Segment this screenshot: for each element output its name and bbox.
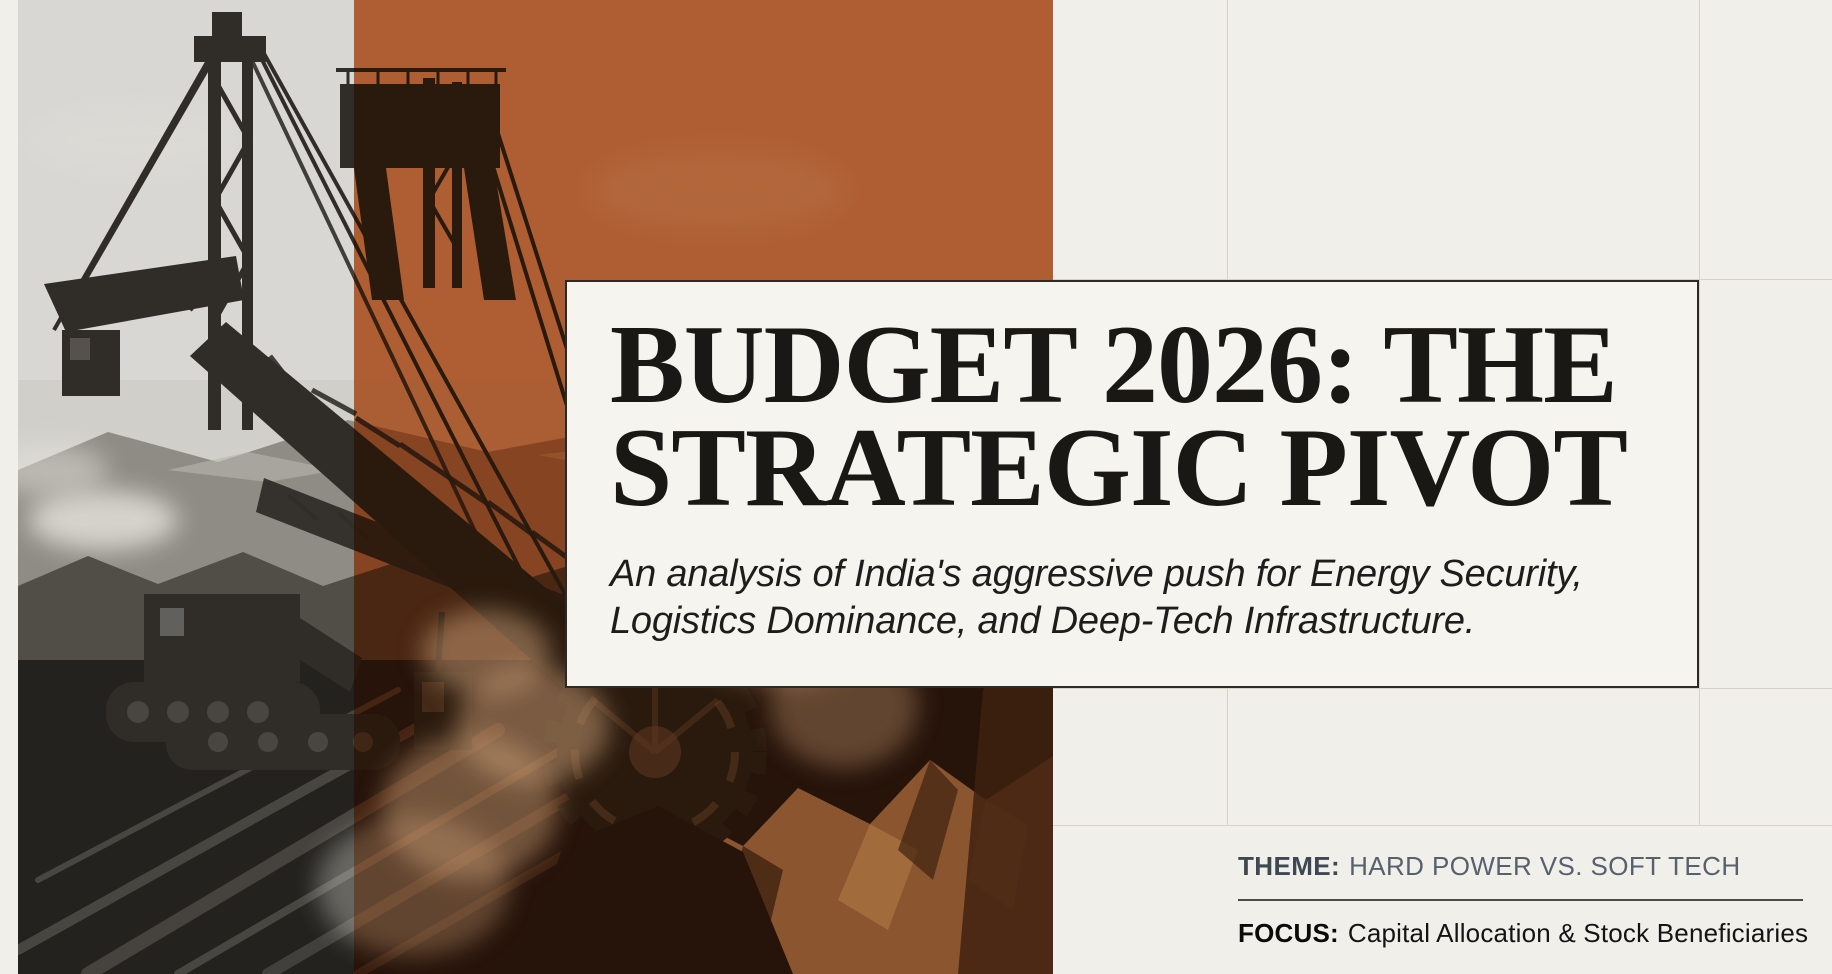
theme-focus-block: THEME: HARD POWER VS. SOFT TECH FOCUS: Cap… (1238, 851, 1808, 948)
title-line-2: STRATEGIC PIVOT (610, 406, 1628, 530)
subtitle: An analysis of India's aggressive push f… (610, 551, 1667, 645)
grid-line-horizontal-2 (1053, 688, 1832, 689)
divider-rule (1238, 899, 1803, 901)
theme-line: THEME: HARD POWER VS. SOFT TECH (1238, 851, 1803, 881)
focus-label: FOCUS: (1238, 918, 1339, 948)
title-card: BUDGET 2026: THE STRATEGIC PIVOT An anal… (565, 280, 1699, 688)
focus-line: FOCUS: Capital Allocation & Stock Benefic… (1238, 918, 1808, 948)
subtitle-line-2: Logistics Dominance, and Deep-Tech Infra… (610, 600, 1476, 642)
grid-line-horizontal-3 (1053, 825, 1832, 826)
subtitle-line-1: An analysis of India's aggressive push f… (610, 553, 1583, 595)
focus-value: Capital Allocation & Stock Beneficiaries (1347, 918, 1809, 948)
theme-label: THEME: (1238, 851, 1341, 881)
theme-value: HARD POWER VS. SOFT TECH (1349, 851, 1741, 881)
grid-line-horizontal-1 (1053, 279, 1832, 280)
grid-line-vertical-2 (1699, 0, 1700, 825)
page-title: BUDGET 2026: THE STRATEGIC PIVOT (610, 303, 1667, 530)
title-line-1: BUDGET 2026: THE (610, 303, 1618, 427)
